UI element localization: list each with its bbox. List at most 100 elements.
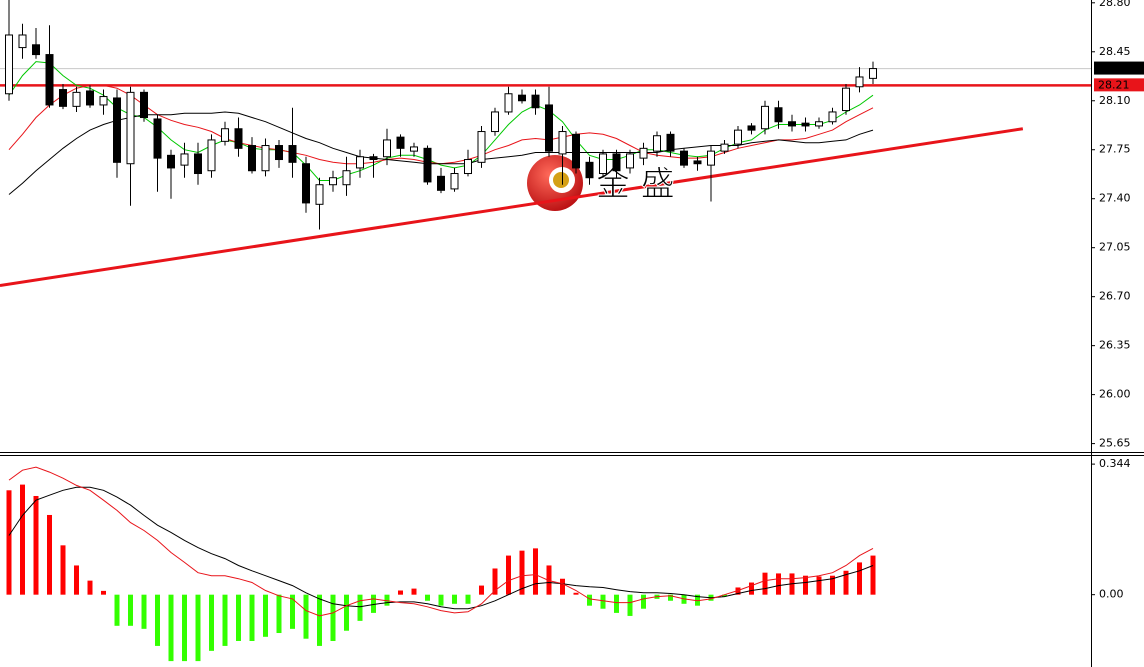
y-tick-label: 25.65 — [1099, 437, 1131, 450]
candle-body — [383, 139, 391, 158]
candle-body — [288, 145, 297, 163]
histogram-bar — [465, 594, 471, 604]
price-tag — [1094, 61, 1144, 75]
candle-body — [626, 153, 634, 169]
histogram-bar — [735, 587, 741, 595]
candle-body — [464, 159, 472, 175]
candle-body — [32, 44, 40, 56]
candle-body — [86, 90, 94, 106]
histogram-bar — [222, 594, 228, 646]
histogram-bar — [398, 590, 403, 595]
histogram-bar — [668, 594, 673, 601]
histogram-bar — [479, 585, 484, 595]
histogram-bar — [182, 594, 187, 662]
candle-body — [612, 153, 621, 172]
y-tick-label: 27.40 — [1099, 192, 1131, 205]
histogram-bar — [276, 594, 282, 634]
histogram-bar — [627, 594, 633, 616]
candle-body — [477, 131, 486, 163]
candle-body — [261, 145, 270, 172]
candle-body — [707, 150, 715, 166]
histogram-bar — [384, 594, 390, 606]
candle-body — [801, 122, 810, 127]
histogram-bar — [560, 578, 565, 595]
moving-average — [8, 111, 874, 195]
candle-body — [423, 147, 432, 183]
histogram-bar — [857, 562, 862, 595]
histogram-bar — [168, 594, 174, 662]
candle-body — [180, 153, 189, 166]
histogram-bar — [533, 548, 538, 595]
candle-body — [842, 87, 850, 112]
histogram-bar — [803, 575, 808, 595]
candle-body — [153, 118, 162, 159]
candle-body — [599, 153, 607, 175]
histogram-bar — [101, 590, 106, 595]
histogram-bar — [290, 594, 295, 629]
histogram-bar — [303, 594, 309, 639]
candle-body — [5, 34, 13, 95]
histogram-bar — [33, 495, 39, 595]
candle-body — [248, 145, 256, 172]
histogram-bar — [209, 594, 214, 651]
y-tick-label: 26.70 — [1099, 290, 1131, 303]
histogram-bar — [344, 594, 349, 631]
candle-body — [194, 153, 202, 175]
histogram-bar — [195, 594, 201, 662]
candle-body — [207, 139, 216, 172]
histogram-bar — [587, 594, 592, 606]
y-tick-label: 28.45 — [1099, 45, 1131, 58]
price-tag — [1094, 78, 1144, 92]
histogram-bar — [317, 594, 322, 646]
histogram-bar — [492, 568, 498, 595]
candle-body — [653, 135, 661, 152]
histogram-bar — [47, 514, 52, 595]
histogram-bar — [236, 594, 241, 641]
candle-body — [680, 150, 688, 166]
y-tick-label: 0.344 — [1099, 457, 1131, 470]
candle-body — [734, 129, 742, 145]
candle-body — [113, 97, 121, 163]
histogram-bar — [870, 555, 876, 595]
candle-body — [869, 68, 877, 79]
candle-body — [693, 160, 702, 165]
candle-body — [275, 145, 283, 161]
candle-body — [342, 170, 351, 186]
histogram-bar — [155, 594, 160, 646]
candle-body — [99, 96, 108, 106]
candle-body — [639, 147, 648, 159]
histogram-bar — [843, 570, 849, 595]
y-tick-label: 26.35 — [1099, 339, 1131, 352]
candle-body — [572, 133, 580, 169]
moving-average — [8, 84, 874, 165]
candle-body — [72, 91, 81, 107]
histogram-bar — [438, 594, 444, 606]
histogram-bar — [6, 490, 12, 595]
candle-body — [234, 128, 243, 149]
histogram-bar — [249, 594, 255, 641]
candle-body — [18, 34, 27, 49]
candle-body — [558, 131, 567, 155]
histogram-bar — [452, 594, 457, 604]
histogram-bar — [87, 580, 93, 595]
histogram-bar — [128, 594, 133, 626]
histogram-bar — [506, 555, 511, 595]
candle-body — [720, 143, 729, 152]
histogram-bar — [776, 573, 781, 595]
candle-body — [302, 163, 310, 204]
candle-body — [450, 173, 459, 190]
macd-line — [8, 466, 874, 617]
histogram-bar — [830, 575, 835, 595]
logo-circle — [553, 172, 569, 188]
y-tick-label: 26.00 — [1099, 388, 1131, 401]
watermark: 金 盛 — [596, 165, 675, 205]
candle-body — [666, 133, 675, 152]
histogram-bar — [425, 594, 430, 601]
candle-body — [329, 177, 337, 186]
candle-body — [396, 136, 405, 149]
histogram-bar — [411, 588, 417, 595]
trendline — [0, 127, 1024, 287]
candle-body — [774, 107, 783, 123]
histogram-bar — [20, 484, 25, 595]
